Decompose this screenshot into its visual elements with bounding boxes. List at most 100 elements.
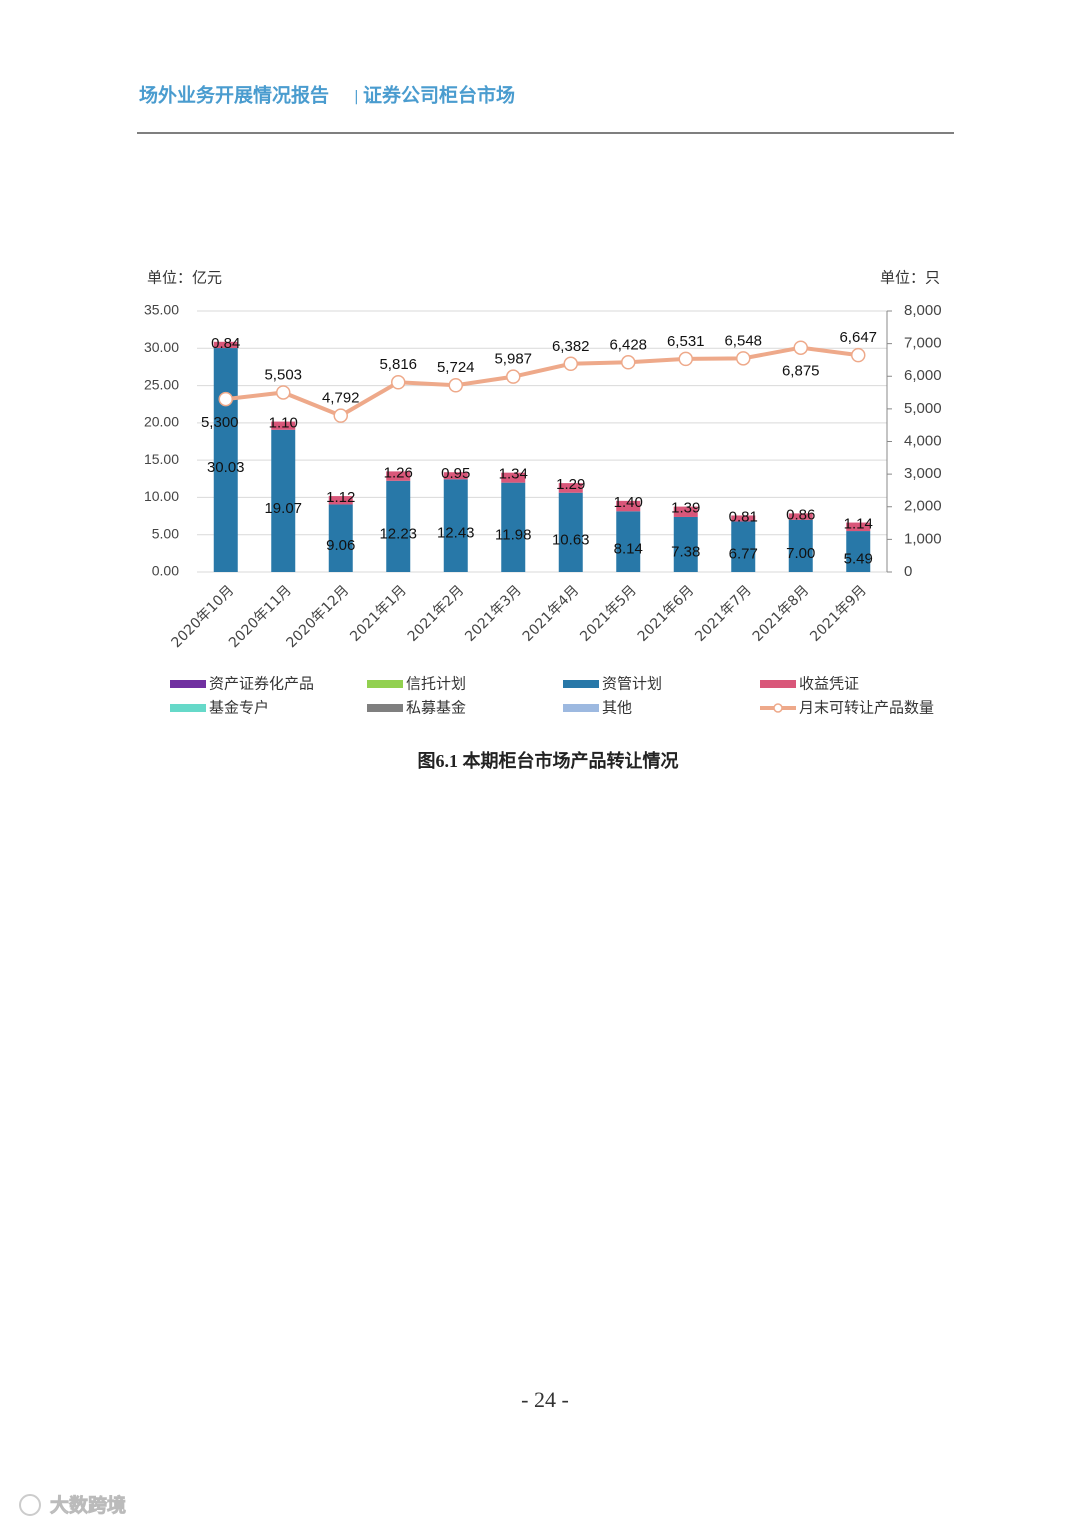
bar-segment [731,515,756,522]
bar-segment [443,479,468,572]
data-label: 11.98 [495,526,531,543]
data-label: 12.23 [379,525,417,542]
y-unit-label: 单位：亿元 [147,269,222,287]
y-tick-label: 10.00 [144,488,179,504]
x-tick-label: 2021年9月 [807,582,870,645]
legend-swatch [563,704,599,712]
y2-tick-label: 4,000 [904,432,942,449]
legend-swatch [367,680,403,688]
line-marker [333,408,348,423]
line-marker [621,355,636,370]
data-label: 6,531 [667,333,705,350]
legend-label: 月末可转让产品数量 [799,699,934,717]
data-label: 1.29 [556,476,585,493]
data-label: 1.40 [614,494,643,511]
bar-segment [386,480,411,572]
data-label: 19.07 [264,500,302,517]
bar-segment [328,496,353,505]
bar-segment [616,511,641,572]
data-label: 1.12 [326,489,355,506]
data-label: 9.06 [326,537,355,554]
data-label: 12.43 [437,525,475,542]
bar-segment [213,348,238,572]
data-label: 6,875 [782,363,820,380]
legend-label: 私募基金 [406,699,466,717]
bar-segment [443,472,468,480]
data-label: 8.14 [614,541,643,558]
page-number: - 24 - [521,1387,569,1412]
data-label: 0.95 [441,465,470,482]
line-marker [736,351,751,366]
data-label: 0.81 [729,508,758,525]
data-label: 10.63 [552,531,590,548]
data-label: 0.86 [786,506,815,523]
data-label: 4,792 [322,390,360,407]
bar-segment [846,522,871,532]
line-marker [563,356,578,372]
line-marker [506,369,521,384]
bar-segment [328,504,353,572]
y-tick-label: 25.00 [144,376,179,392]
legend-label: 其他 [602,699,632,717]
y-tick-label: 30.00 [144,339,179,355]
bar-segment [271,421,296,430]
y2-tick-label: 0 [904,563,912,580]
data-label: 5,300 [201,414,239,431]
line-marker [678,351,693,367]
data-label: 1.14 [844,516,873,533]
bar-segment [213,341,238,349]
y2-tick-label: 6,000 [904,367,942,384]
data-label: 0.84 [211,335,240,352]
line-marker [851,347,866,363]
bar-segment [731,521,756,572]
data-label: 1.10 [269,415,298,432]
data-label: 5,987 [494,351,532,368]
data-label: 5.49 [844,550,873,567]
data-label: 1.26 [384,464,413,481]
bar-segment [501,482,526,572]
data-label: 5,503 [264,366,302,383]
bar-segment [673,516,698,572]
y-tick-label: 35.00 [144,302,179,318]
line-marker [448,378,463,393]
legend-label: 信托计划 [406,675,466,693]
legend-label: 基金专户 [209,699,269,717]
x-tick-label: 2021年1月 [347,582,410,645]
x-tick-label: 2021年7月 [692,582,755,645]
bar-segment [616,500,641,512]
x-tick-label: 2021年2月 [405,582,468,645]
data-label: 6,382 [552,338,590,355]
legend-swatch [760,680,796,688]
x-tick-label: 2021年6月 [635,582,698,645]
bar-segment [501,472,526,483]
data-label: 30.03 [207,459,245,476]
legend-label: 资管计划 [602,675,662,693]
data-label: 1.39 [671,500,700,517]
data-label: 5,816 [379,356,417,373]
data-label: 6.77 [729,546,758,563]
watermark: 大数跨境 [50,1494,126,1517]
y2-tick-label: 7,000 [904,335,942,352]
legend-swatch [170,680,206,688]
bar-segment [386,471,411,481]
chart: 单位：亿元 单位：只 0.00 5.00 10.00 15.00 20.00 25.00 30.… [144,269,942,717]
bar-segment [558,492,583,572]
legend-label: 收益凭证 [799,675,859,693]
figure-caption: 图6.1 本期柜台市场产品转让情况 [418,750,679,771]
line-marker [218,391,233,407]
line-marker [793,340,808,355]
y2-unit-label: 单位：只 [880,269,940,287]
bar-segment [673,506,698,517]
bar-segment [788,513,813,520]
legend-swatch [367,704,403,712]
x-tick-label: 2021年8月 [750,582,813,645]
y-tick-label: 15.00 [144,451,179,467]
x-tick-label: 2021年4月 [520,582,583,645]
legend-swatch [170,704,206,712]
y2-tick-label: 2,000 [904,498,942,515]
data-label: 6,548 [724,332,762,349]
line-series [225,345,859,418]
y-tick-label: 5.00 [152,525,179,541]
line-marker [276,385,291,400]
